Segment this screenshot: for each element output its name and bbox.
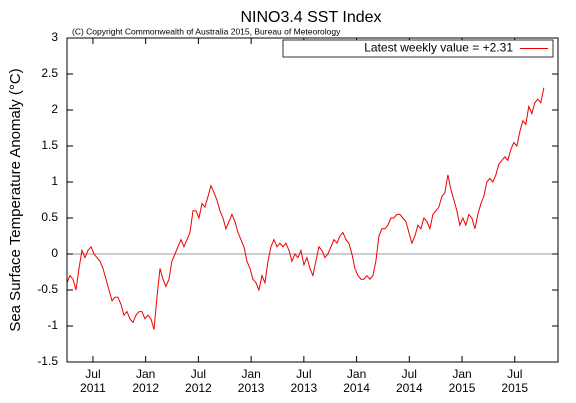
x-tick-label: 2011 (80, 381, 106, 395)
x-tick-label: Jul (402, 367, 417, 381)
y-tick-label: 2 (51, 102, 58, 116)
x-tick-label: Jul (191, 367, 206, 381)
x-tick-label: 2012 (132, 381, 159, 395)
data-line (66, 87, 545, 330)
y-tick-label: -1 (47, 318, 58, 332)
x-tick-label: 2015 (449, 381, 476, 395)
legend-label: Latest weekly value = +2.31 (364, 41, 513, 55)
y-tick-label: 1 (51, 174, 58, 188)
y-tick-label: -1.5 (37, 354, 58, 368)
y-tick-label: 0 (51, 246, 58, 260)
y-tick-label: -0.5 (37, 282, 58, 296)
y-tick-label: 2.5 (41, 66, 58, 80)
legend-box (282, 39, 554, 58)
x-tick-label: Jan (452, 367, 471, 381)
x-tick-label: Jan (347, 367, 366, 381)
plot-frame (66, 37, 559, 363)
y-tick-label: 0.5 (41, 210, 58, 224)
chart-title: NINO3.4 SST Index (240, 9, 381, 26)
x-tick-label: 2015 (501, 381, 528, 395)
x-tick-label: 2012 (185, 381, 212, 395)
x-tick-label: 2014 (343, 381, 370, 395)
x-tick-label: Jan (241, 367, 260, 381)
y-axis-label: Sea Surface Temperature Anomaly (°C) (7, 68, 24, 331)
x-tick-label: 2014 (396, 381, 423, 395)
x-tick-label: Jan (136, 367, 155, 381)
y-tick-label: 3 (51, 30, 58, 44)
x-tick-label: 2013 (238, 381, 265, 395)
x-tick-label: 2013 (291, 381, 318, 395)
x-tick-label: Jul (85, 367, 100, 381)
x-tick-label: Jul (296, 367, 311, 381)
x-tick-label: Jul (507, 367, 522, 381)
chart-subtitle: (C) Copyright Commonwealth of Australia … (72, 26, 341, 36)
y-tick-label: 1.5 (41, 138, 58, 152)
